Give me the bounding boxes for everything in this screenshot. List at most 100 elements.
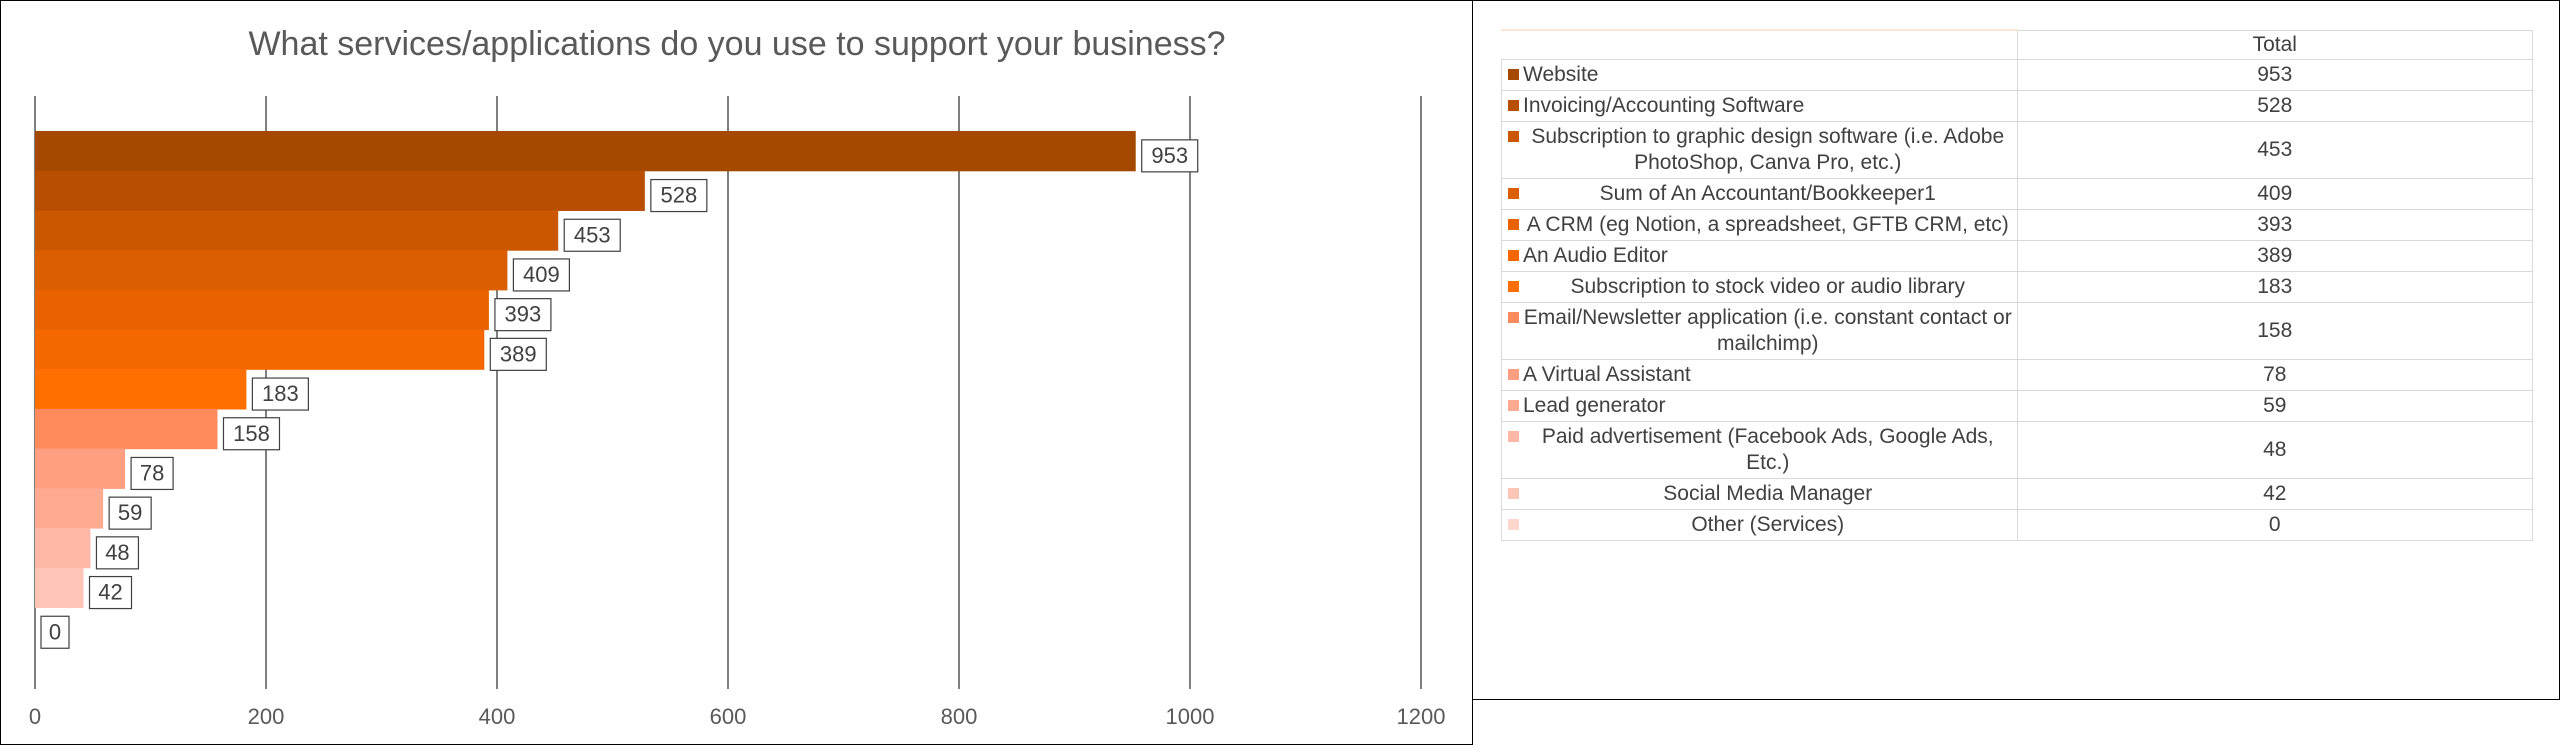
data-label-box bbox=[130, 456, 174, 491]
data-label-text: 78 bbox=[140, 460, 164, 485]
row-value: 0 bbox=[2016, 508, 2533, 541]
data-label-box bbox=[108, 496, 152, 530]
row-value: 393 bbox=[2016, 208, 2533, 241]
data-label-box bbox=[88, 575, 133, 610]
data-label-text: 389 bbox=[500, 341, 537, 366]
row-label-cell: Website bbox=[1501, 58, 2018, 91]
data-labels: 953 528 453 409 393 389 183 158 78 59 48 42 0 bbox=[40, 139, 1199, 649]
row-value: 59 bbox=[2016, 389, 2533, 422]
data-label-box bbox=[650, 178, 708, 213]
bar bbox=[35, 250, 508, 291]
row-label: Other (Services) bbox=[1691, 512, 1845, 536]
row-value: 453 bbox=[2016, 120, 2533, 179]
table-row: A CRM (eg Notion, a spreadsheet, GFTB CR… bbox=[1501, 208, 2533, 241]
row-label-cell: Social Media Manager bbox=[1501, 477, 2018, 510]
row-value: 78 bbox=[2016, 358, 2533, 391]
bar bbox=[35, 329, 485, 370]
data-label-text: 0 bbox=[49, 619, 61, 644]
row-label: Website bbox=[1523, 62, 1599, 86]
data-label-box bbox=[40, 615, 70, 649]
table-body: Website 953 Invoicing/Accounting Software 5… bbox=[1501, 58, 2533, 541]
row-label: A Virtual Assistant bbox=[1523, 362, 1691, 386]
table-row: A Virtual Assistant 78 bbox=[1501, 358, 2533, 391]
row-label-cell: A Virtual Assistant bbox=[1501, 358, 2018, 391]
legend-swatch bbox=[1508, 249, 1519, 261]
row-label: Sum of An Accountant/Bookkeeper1 bbox=[1599, 181, 1936, 205]
row-label-cell: Paid advertisement (Facebook Ads, Google… bbox=[1501, 420, 2018, 479]
table-row: Website 953 bbox=[1501, 58, 2533, 91]
data-label-text: 409 bbox=[523, 262, 560, 287]
row-value: 953 bbox=[2016, 58, 2533, 91]
x-axis-ticks: 0 200 400 600 800 1000 1200 bbox=[29, 704, 1446, 729]
legend-swatch bbox=[1508, 187, 1519, 199]
bar bbox=[35, 567, 84, 608]
chart-panel: What services/applications do you use to… bbox=[0, 0, 1473, 745]
row-value: 158 bbox=[2016, 301, 2533, 360]
table-row: Paid advertisement (Facebook Ads, Google… bbox=[1501, 420, 2533, 479]
row-label: Paid advertisement (Facebook Ads, Google… bbox=[1541, 424, 1994, 474]
bar bbox=[35, 131, 1136, 172]
table-row: An Audio Editor 389 bbox=[1501, 239, 2533, 272]
row-label: Email/Newsletter application (i.e. const… bbox=[1523, 305, 2012, 355]
x-tick-label: 0 bbox=[29, 704, 41, 729]
bar bbox=[35, 289, 489, 331]
table-header-row: Total bbox=[1501, 29, 2533, 60]
data-label-box bbox=[95, 536, 140, 570]
row-value: 528 bbox=[2016, 89, 2533, 122]
table-row: Email/Newsletter application (i.e. const… bbox=[1501, 301, 2533, 360]
legend-swatch bbox=[1508, 99, 1519, 111]
data-label-box bbox=[222, 417, 281, 451]
data-label: 78 bbox=[130, 456, 174, 491]
legend-swatch bbox=[1508, 399, 1519, 411]
table-corner-cell bbox=[1501, 29, 2018, 60]
legend-swatch bbox=[1508, 487, 1519, 499]
data-label-box bbox=[1141, 139, 1199, 173]
row-label: Subscription to graphic design software … bbox=[1531, 124, 2005, 174]
legend-swatch bbox=[1508, 518, 1519, 530]
data-label: 953 bbox=[1141, 139, 1199, 173]
row-value: 409 bbox=[2016, 177, 2533, 210]
row-label: Lead generator bbox=[1523, 393, 1666, 417]
data-label: 42 bbox=[88, 575, 133, 610]
table-row: Subscription to graphic design software … bbox=[1501, 120, 2533, 179]
row-label: Invoicing/Accounting Software bbox=[1523, 93, 1805, 117]
data-label-text: 59 bbox=[118, 500, 142, 525]
bars bbox=[35, 131, 1136, 608]
row-label-cell: Subscription to stock video or audio lib… bbox=[1501, 270, 2018, 303]
row-label: A CRM (eg Notion, a spreadsheet, GFTB CR… bbox=[1526, 212, 2009, 236]
bar bbox=[35, 528, 91, 569]
data-label: 183 bbox=[251, 377, 309, 411]
row-value: 42 bbox=[2016, 477, 2533, 510]
table-row: Subscription to stock video or audio lib… bbox=[1501, 270, 2533, 303]
row-label: Social Media Manager bbox=[1663, 481, 1873, 505]
data-label: 0 bbox=[40, 615, 70, 649]
data-label-box bbox=[563, 218, 621, 252]
x-tick-label: 600 bbox=[710, 704, 747, 729]
table-row: Social Media Manager 42 bbox=[1501, 477, 2533, 510]
bar bbox=[35, 408, 218, 450]
bar bbox=[35, 488, 104, 529]
data-label: 59 bbox=[108, 496, 152, 530]
legend-swatch bbox=[1508, 280, 1519, 292]
legend-swatch bbox=[1508, 311, 1519, 323]
data-label: 48 bbox=[95, 536, 140, 570]
row-label-cell: A CRM (eg Notion, a spreadsheet, GFTB CR… bbox=[1501, 208, 2018, 241]
x-tick-label: 1000 bbox=[1166, 704, 1215, 729]
table-row: Invoicing/Accounting Software 528 bbox=[1501, 89, 2533, 122]
data-label-box bbox=[494, 298, 552, 332]
x-tick-label: 400 bbox=[479, 704, 516, 729]
data-label-box bbox=[512, 258, 570, 292]
row-value: 48 bbox=[2016, 420, 2533, 479]
x-tick-label: 800 bbox=[941, 704, 978, 729]
table-row: Other (Services) 0 bbox=[1501, 508, 2533, 541]
legend-swatch bbox=[1508, 130, 1519, 142]
data-label-text: 48 bbox=[105, 540, 129, 565]
row-label-cell: Invoicing/Accounting Software bbox=[1501, 89, 2018, 122]
data-label-text: 158 bbox=[233, 421, 270, 446]
table-row: Lead generator 59 bbox=[1501, 389, 2533, 422]
row-label-cell: Lead generator bbox=[1501, 389, 2018, 422]
legend-swatch bbox=[1508, 430, 1519, 442]
data-label-text: 183 bbox=[262, 381, 299, 406]
data-label: 528 bbox=[650, 178, 708, 213]
row-value: 389 bbox=[2016, 239, 2533, 272]
